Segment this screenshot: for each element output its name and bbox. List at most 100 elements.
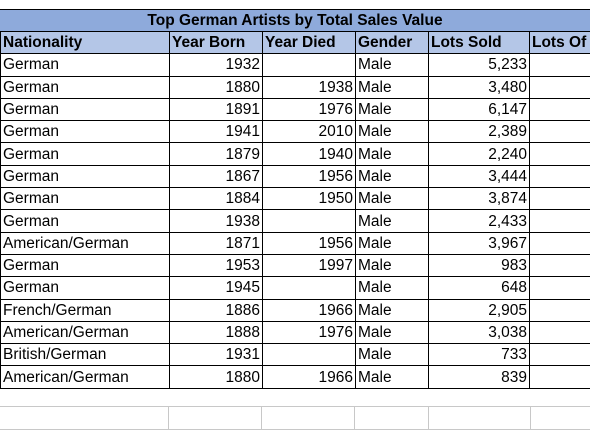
cell-year-died[interactable]: 1938 <box>262 75 356 99</box>
cell-gender[interactable]: Male <box>355 231 429 255</box>
cell-lots-sold[interactable]: 2,905 <box>428 298 530 322</box>
cell-lots-sold[interactable]: 2,240 <box>428 142 530 166</box>
table-title[interactable]: Top German Artists by Total Sales Value <box>0 9 590 32</box>
cell-nationality[interactable]: American/German <box>0 365 170 389</box>
cell-lots-offered[interactable] <box>529 97 590 122</box>
cell-lots-offered[interactable] <box>529 209 590 233</box>
cell-lots-offered[interactable] <box>529 320 590 345</box>
cell-lots-sold[interactable]: 648 <box>428 276 530 300</box>
cell-lots-sold[interactable]: 5,233 <box>428 53 530 77</box>
cell-lots-offered[interactable] <box>529 231 590 255</box>
cell-lots-sold[interactable]: 2,433 <box>428 209 530 233</box>
cell-nationality[interactable]: German <box>0 187 170 211</box>
cell-nationality[interactable]: German <box>0 142 170 166</box>
cell-gender[interactable]: Male <box>355 209 429 233</box>
cell-lots-sold[interactable]: 2,389 <box>428 120 530 144</box>
cell-lots-offered[interactable] <box>529 120 590 144</box>
cell-gender[interactable]: Male <box>355 164 429 189</box>
empty-row[interactable] <box>0 406 590 430</box>
cell-nationality[interactable]: German <box>0 276 170 300</box>
cell-gender[interactable]: Male <box>355 253 429 278</box>
cell-gender[interactable]: Male <box>355 97 429 122</box>
cell-lots-offered[interactable] <box>529 298 590 322</box>
cell-nationality[interactable]: German <box>0 97 170 122</box>
cell-year-born[interactable]: 1945 <box>169 276 263 300</box>
cell-year-died[interactable]: 1940 <box>262 142 356 166</box>
cell-nationality[interactable]: British/German <box>0 343 170 367</box>
header-gender[interactable]: Gender <box>355 30 429 55</box>
cell-year-born[interactable]: 1891 <box>169 97 263 122</box>
cell-nationality[interactable]: German <box>0 209 170 233</box>
header-nationality[interactable]: Nationality <box>0 30 170 55</box>
cell-year-died[interactable]: 1966 <box>262 365 356 389</box>
cell-year-died[interactable]: 1966 <box>262 298 356 322</box>
cell-nationality[interactable]: American/German <box>0 320 170 345</box>
cell-year-died[interactable]: 2010 <box>262 120 356 144</box>
cell-nationality[interactable]: American/German <box>0 231 170 255</box>
cell-lots-sold[interactable]: 6,147 <box>428 97 530 122</box>
cell-gender[interactable]: Male <box>355 53 429 77</box>
cell-lots-offered[interactable] <box>529 164 590 189</box>
cell-nationality[interactable]: French/German <box>0 298 170 322</box>
cell-gender[interactable]: Male <box>355 75 429 99</box>
cell-year-died[interactable]: 1997 <box>262 253 356 278</box>
cell-lots-sold[interactable]: 983 <box>428 253 530 278</box>
cell-lots-offered[interactable] <box>529 142 590 166</box>
cell-lots-sold[interactable]: 3,444 <box>428 164 530 189</box>
cell-year-born[interactable]: 1871 <box>169 231 263 255</box>
cell-lots-offered[interactable] <box>529 276 590 300</box>
cell-year-died[interactable]: 1976 <box>262 97 356 122</box>
header-year-born[interactable]: Year Born <box>169 30 263 55</box>
cell-nationality[interactable]: German <box>0 120 170 144</box>
cell-year-died[interactable] <box>262 343 356 367</box>
cell-year-born[interactable]: 1941 <box>169 120 263 144</box>
cell-year-born[interactable]: 1867 <box>169 164 263 189</box>
cell-lots-sold[interactable]: 839 <box>428 365 530 389</box>
cell-gender[interactable]: Male <box>355 142 429 166</box>
cell-lots-sold[interactable]: 733 <box>428 343 530 367</box>
cell-year-died[interactable] <box>262 209 356 233</box>
cell-nationality[interactable]: German <box>0 75 170 99</box>
cell-lots-offered[interactable] <box>529 365 590 389</box>
cell-year-born[interactable]: 1953 <box>169 253 263 278</box>
cell-year-died[interactable] <box>262 53 356 77</box>
cell-lots-sold[interactable]: 3,874 <box>428 187 530 211</box>
cell-lots-offered[interactable] <box>529 75 590 99</box>
cell-year-born[interactable]: 1888 <box>169 320 263 345</box>
cell-gender[interactable]: Male <box>355 298 429 322</box>
table-row: American/German 1888 1976 Male 3,038 <box>0 320 590 345</box>
cell-year-born[interactable]: 1880 <box>169 75 263 99</box>
table-row: German 1891 1976 Male 6,147 <box>0 97 590 122</box>
cell-year-born[interactable]: 1886 <box>169 298 263 322</box>
cell-lots-sold[interactable]: 3,038 <box>428 320 530 345</box>
cell-lots-offered[interactable] <box>529 187 590 211</box>
cell-gender[interactable]: Male <box>355 320 429 345</box>
cell-year-born[interactable]: 1931 <box>169 343 263 367</box>
cell-gender[interactable]: Male <box>355 187 429 211</box>
cell-lots-sold[interactable]: 3,967 <box>428 231 530 255</box>
cell-year-born[interactable]: 1879 <box>169 142 263 166</box>
cell-lots-sold[interactable]: 3,480 <box>428 75 530 99</box>
cell-year-born[interactable]: 1880 <box>169 365 263 389</box>
cell-year-died[interactable]: 1950 <box>262 187 356 211</box>
cell-gender[interactable]: Male <box>355 365 429 389</box>
cell-gender[interactable]: Male <box>355 276 429 300</box>
header-lots-sold[interactable]: Lots Sold <box>428 30 530 55</box>
cell-nationality[interactable]: German <box>0 253 170 278</box>
cell-nationality[interactable]: German <box>0 164 170 189</box>
cell-lots-offered[interactable] <box>529 343 590 367</box>
cell-year-died[interactable]: 1956 <box>262 231 356 255</box>
header-year-died[interactable]: Year Died <box>262 30 356 55</box>
cell-year-died[interactable] <box>262 276 356 300</box>
cell-lots-offered[interactable] <box>529 53 590 77</box>
cell-year-died[interactable]: 1956 <box>262 164 356 189</box>
cell-nationality[interactable]: German <box>0 53 170 77</box>
header-lots-offered[interactable]: Lots Of <box>529 30 590 55</box>
cell-gender[interactable]: Male <box>355 343 429 367</box>
cell-year-born[interactable]: 1932 <box>169 53 263 77</box>
cell-year-born[interactable]: 1884 <box>169 187 263 211</box>
cell-gender[interactable]: Male <box>355 120 429 144</box>
cell-lots-offered[interactable] <box>529 253 590 278</box>
cell-year-born[interactable]: 1938 <box>169 209 263 233</box>
cell-year-died[interactable]: 1976 <box>262 320 356 345</box>
